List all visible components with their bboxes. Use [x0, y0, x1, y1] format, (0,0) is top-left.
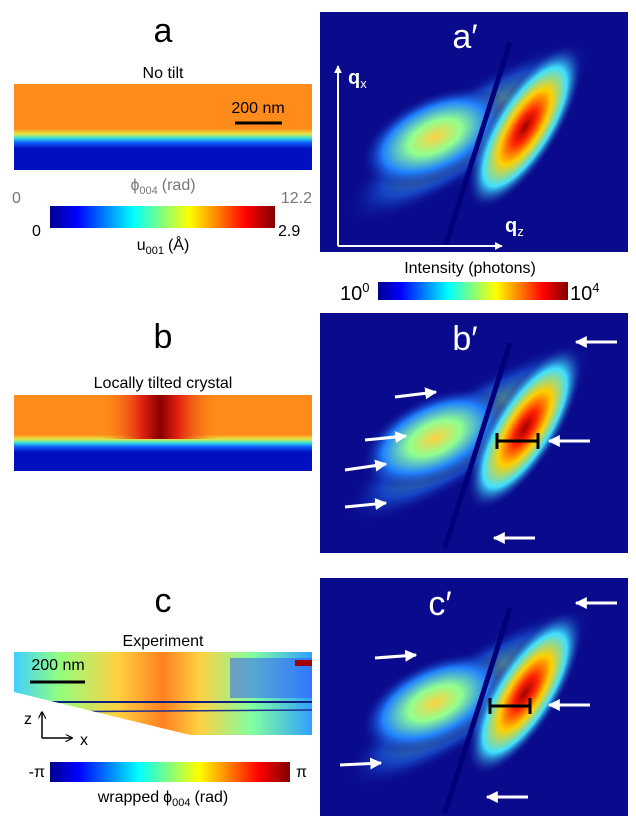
subscript: x	[360, 76, 367, 91]
prefix: wrapped	[97, 789, 159, 806]
colorbar-max: 2.9	[278, 223, 300, 240]
panel-title: Locally tilted crystal	[94, 375, 233, 392]
panel-label: b	[154, 318, 173, 356]
colorbar-max: π	[296, 764, 307, 781]
symbol: ϕ	[130, 177, 139, 194]
unit: (rad)	[162, 177, 196, 194]
base: 10	[340, 283, 362, 305]
colorbar	[378, 282, 568, 300]
colorbar-min: -π	[29, 764, 45, 781]
width-marker	[488, 698, 532, 714]
panel-title: Experiment	[123, 633, 204, 650]
colorbar-max: 12.2	[281, 190, 312, 207]
axis-label: z	[24, 711, 32, 728]
colorbar-min: 100	[340, 280, 369, 305]
colorbar-min: 0	[12, 190, 21, 207]
panel-label: a′	[452, 18, 477, 56]
colorbar-title: wrapped ϕ004 (rad)	[97, 789, 228, 809]
tilt-region	[100, 395, 220, 439]
colorbar	[50, 762, 290, 782]
simulation-image	[14, 84, 312, 170]
colorbar-title: Intensity (photons)	[404, 260, 536, 277]
symbol: ϕ	[163, 789, 172, 806]
subscript: 001	[146, 245, 164, 257]
axis-label: qz	[505, 215, 524, 239]
subscript: z	[517, 224, 524, 239]
panel-label: a	[154, 12, 173, 50]
unit: (Å)	[168, 235, 189, 254]
experiment-image	[14, 652, 312, 735]
subscript: 004	[139, 185, 157, 197]
scale-bar-label: 200 nm	[231, 100, 284, 117]
base: 10	[570, 283, 592, 305]
colorbar-max: 104	[570, 280, 599, 305]
exponent: 4	[592, 280, 599, 295]
symbol: u	[137, 237, 146, 254]
diffraction-image	[320, 578, 628, 816]
symbol: q	[348, 67, 360, 89]
arrows	[339, 597, 617, 803]
colorbar-title: ϕ004 (rad)	[130, 177, 195, 197]
colorbar	[50, 206, 275, 228]
symbol: q	[505, 215, 517, 237]
axis-label: qx	[348, 67, 367, 91]
width-marker	[495, 433, 540, 449]
colorbar-min: 0	[32, 223, 41, 240]
colorbar-title: u001 (Å)	[137, 235, 190, 257]
exponent: 0	[362, 280, 369, 295]
scale-bar-label: 200 nm	[31, 657, 84, 674]
panel-label: b′	[452, 320, 477, 358]
arrows	[344, 336, 617, 544]
panel-label: c	[155, 582, 172, 620]
unit: (rad)	[194, 789, 228, 806]
panel-label: c′	[428, 585, 451, 623]
panel-title: No tilt	[143, 65, 184, 82]
axis-label: x	[80, 732, 88, 749]
subscript: 004	[172, 797, 190, 809]
